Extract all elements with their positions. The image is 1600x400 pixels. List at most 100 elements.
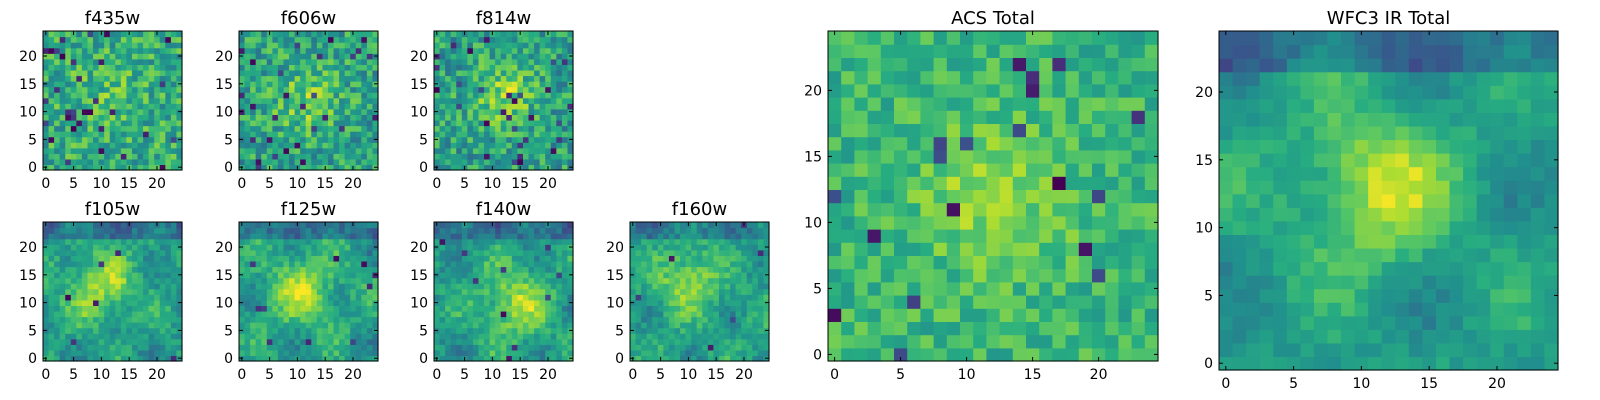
- pixel-cell: [646, 227, 653, 234]
- pixel-cell: [154, 131, 161, 138]
- pixel-cell: [54, 294, 61, 301]
- pixel-cell: [154, 260, 161, 268]
- pixel-cell: [176, 97, 183, 104]
- pixel-cell: [506, 344, 513, 351]
- pixel-cell: [495, 338, 502, 345]
- pixel-cell: [261, 58, 268, 65]
- pixel-cell: [663, 260, 670, 268]
- pixel-cell: [372, 147, 379, 154]
- pixel-cell: [54, 283, 61, 290]
- pixel-cell: [65, 305, 72, 312]
- pixel-cell: [294, 294, 301, 301]
- pixel-cell: [261, 238, 268, 245]
- pixel-cell: [752, 277, 759, 284]
- pixel-cell: [534, 131, 541, 138]
- pixel-cell: [461, 69, 468, 77]
- pixel-cell: [545, 338, 552, 345]
- pixel-cell: [244, 125, 251, 132]
- pixel-cell: [366, 316, 374, 323]
- pixel-cell: [239, 277, 246, 284]
- pixel-cell: [272, 272, 279, 279]
- pixel-cell: [741, 266, 748, 273]
- pixel-cell: [48, 69, 55, 77]
- pixel-cell: [757, 283, 765, 290]
- pixel-cell: [445, 316, 452, 323]
- pixel-cell: [322, 64, 329, 71]
- pixel-cell: [165, 244, 172, 251]
- pixel-cell: [154, 277, 161, 284]
- pixel-cell: [361, 47, 368, 54]
- pixel-cell: [696, 244, 703, 251]
- pixel-cell: [556, 233, 563, 240]
- pixel-cell: [98, 327, 105, 334]
- pixel-cell: [322, 227, 329, 234]
- pixel-cell: [355, 47, 362, 54]
- pixel-cell: [165, 305, 172, 312]
- pixel-cell: [545, 153, 552, 160]
- pixel-cell: [266, 47, 273, 54]
- pixel-cell: [668, 344, 676, 351]
- pixel-cell: [472, 349, 480, 357]
- pixel-cell: [126, 227, 133, 234]
- pixel-cell: [120, 136, 127, 143]
- pixel-cell: [239, 266, 246, 273]
- pixel-cell: [999, 189, 1014, 204]
- pixel-cell: [70, 266, 77, 273]
- pixel-cell: [316, 310, 323, 318]
- pixel-cell: [239, 227, 246, 234]
- pixel-cell: [522, 75, 530, 82]
- pixel-cell: [545, 283, 552, 290]
- pixel-cell: [500, 114, 507, 121]
- pixel-cell: [65, 86, 72, 93]
- pixel-cell: [355, 97, 362, 104]
- pixel-cell: [266, 142, 273, 149]
- pixel-cell: [154, 327, 161, 334]
- pixel-cell: [355, 147, 362, 154]
- pixel-cell: [522, 333, 530, 340]
- pixel-cell: [272, 260, 279, 268]
- pixel-cell: [154, 142, 161, 149]
- pixel-cell: [59, 42, 66, 49]
- pixel-cell: [713, 266, 720, 273]
- pixel-cell: [746, 266, 753, 273]
- pixel-cell: [635, 249, 642, 256]
- pixel-cell: [630, 227, 637, 234]
- pixel-cell: [550, 47, 557, 54]
- pixel-cell: [59, 310, 66, 318]
- pixel-cell: [550, 86, 557, 93]
- pixel-cell: [450, 333, 457, 340]
- pixel-cell: [366, 227, 374, 234]
- pixel-cell: [534, 125, 541, 132]
- pixel-cell: [305, 119, 312, 127]
- pixel-cell: [277, 299, 285, 306]
- pixel-cell: [277, 153, 285, 160]
- x-tick-label: 10: [483, 176, 501, 192]
- pixel-cell: [561, 42, 569, 49]
- pixel-cell: [461, 260, 468, 268]
- pixel-cell: [283, 355, 290, 362]
- x-tick-label: 5: [265, 367, 274, 383]
- pixel-cell: [752, 299, 759, 306]
- pixel-cell: [54, 355, 61, 362]
- pixel-cell: [450, 64, 457, 71]
- pixel-cell: [76, 158, 83, 166]
- pixel-cell: [752, 294, 759, 301]
- pixel-cell: [283, 47, 290, 54]
- pixel-cell: [65, 222, 72, 229]
- pixel-cell: [115, 310, 122, 318]
- pixel-cell: [54, 249, 61, 256]
- pixel-cell: [1092, 189, 1106, 204]
- pixel-cell: [434, 42, 441, 49]
- pixel-cell: [522, 125, 530, 132]
- pixel-cell: [289, 227, 296, 234]
- pixel-cell: [478, 227, 485, 234]
- pixel-cell: [841, 347, 855, 362]
- pixel-cell: [630, 249, 637, 256]
- pixel-cell: [472, 86, 480, 93]
- pixel-cell: [143, 86, 150, 93]
- pixel-cell: [159, 233, 166, 240]
- pixel-cell: [746, 316, 753, 323]
- pixel-cell: [289, 97, 296, 104]
- pixel-cell: [1039, 308, 1053, 322]
- pixel-cell: [668, 299, 676, 306]
